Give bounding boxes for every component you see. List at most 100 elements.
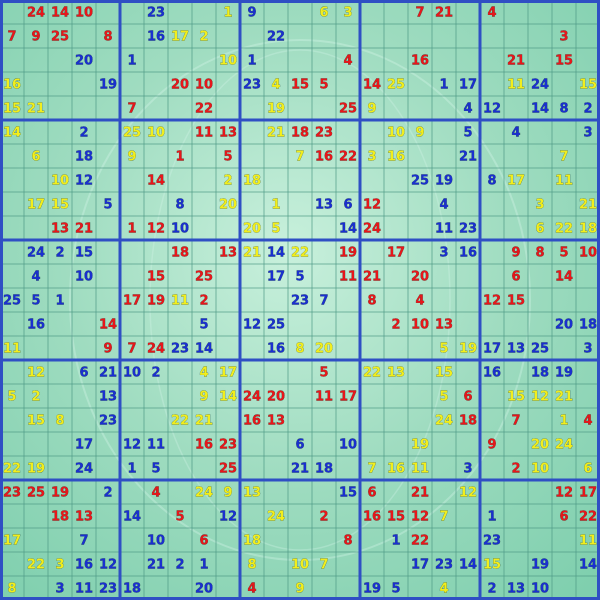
cell-number: 20 [171,78,189,93]
cell-number: 21 [267,126,285,141]
cell-number: 20 [75,54,93,69]
cell-number: 8 [535,246,544,261]
cell-number: 6 [295,438,304,453]
cell-number: 8 [367,294,376,309]
cell-number: 12 [363,198,381,213]
cell-number: 12 [27,366,45,381]
cell-number: 10 [579,246,597,261]
cell-number: 3 [439,246,448,261]
cell-number: 3 [343,6,352,21]
cell-number: 5 [439,342,448,357]
cell-number: 8 [7,582,16,597]
cell-number: 4 [271,78,280,93]
cell-number: 14 [579,558,597,573]
cell-number: 1 [127,54,136,69]
cell-number: 11 [339,270,357,285]
cell-number: 1 [439,78,448,93]
cell-number: 19 [27,462,45,477]
cell-number: 10 [411,318,429,333]
cell-number: 14 [147,174,165,189]
cell-number: 20 [315,342,333,357]
cell-number: 6 [559,510,568,525]
cell-number: 14 [195,342,213,357]
cell-number: 21 [75,222,93,237]
cell-number: 9 [31,30,40,45]
cell-number: 16 [459,246,477,261]
cell-number: 21 [291,462,309,477]
cell-number: 16 [411,54,429,69]
cell-number: 7 [127,102,136,117]
cell-number: 11 [3,342,21,357]
cell-number: 2 [583,102,592,117]
cell-number: 1 [559,414,568,429]
cell-number: 19 [435,174,453,189]
cell-number: 14 [267,246,285,261]
cell-number: 15 [291,78,309,93]
cell-number: 1 [487,510,496,525]
cell-number: 21 [411,486,429,501]
cell-number: 20 [195,582,213,597]
cell-number: 16 [195,438,213,453]
cell-number: 9 [487,438,496,453]
cell-number: 13 [51,222,69,237]
cell-number: 15 [579,78,597,93]
cell-number: 22 [267,30,285,45]
cell-number: 18 [75,150,93,165]
cell-number: 10 [171,222,189,237]
cell-number: 3 [55,582,64,597]
cell-number: 18 [579,222,597,237]
cell-number: 14 [99,318,117,333]
cell-number: 19 [363,582,381,597]
cell-number: 16 [147,30,165,45]
cell-number: 15 [483,558,501,573]
cell-number: 1 [175,150,184,165]
cell-number: 24 [27,6,45,21]
cell-number: 25 [27,486,45,501]
cell-number: 8 [103,30,112,45]
cell-number: 13 [315,198,333,213]
cell-number: 18 [579,318,597,333]
cell-number: 16 [387,150,405,165]
cell-number: 4 [247,582,256,597]
cell-number: 4 [439,582,448,597]
cell-number: 11 [579,534,597,549]
cell-number: 3 [367,150,376,165]
cell-number: 2 [199,294,208,309]
cell-number: 1 [55,294,64,309]
cell-number: 17 [75,438,93,453]
cell-number: 8 [343,534,352,549]
cell-number: 12 [123,438,141,453]
cell-number: 11 [315,390,333,405]
cell-number: 23 [315,126,333,141]
cell-number: 13 [435,318,453,333]
cell-number: 20 [411,270,429,285]
cell-number: 9 [511,246,520,261]
cell-number: 10 [75,6,93,21]
cell-number: 1 [127,222,136,237]
cell-number: 10 [339,438,357,453]
cell-number: 25 [411,174,429,189]
cell-number: 12 [411,510,429,525]
cell-number: 8 [295,342,304,357]
cell-number: 10 [75,270,93,285]
cell-number: 5 [391,582,400,597]
cell-number: 15 [51,198,69,213]
cell-number: 23 [99,414,117,429]
cell-number: 17 [339,390,357,405]
cell-number: 12 [531,390,549,405]
cell-number: 19 [267,102,285,117]
cell-number: 7 [79,534,88,549]
cell-number: 18 [243,534,261,549]
cell-number: 13 [219,246,237,261]
cell-number: 2 [55,246,64,261]
cell-number: 5 [319,78,328,93]
cell-number: 4 [343,54,352,69]
cell-number: 6 [535,222,544,237]
cell-number: 2 [175,558,184,573]
cell-number: 9 [415,126,424,141]
cell-number: 19 [51,486,69,501]
cell-number: 5 [175,510,184,525]
cell-number: 11 [411,462,429,477]
